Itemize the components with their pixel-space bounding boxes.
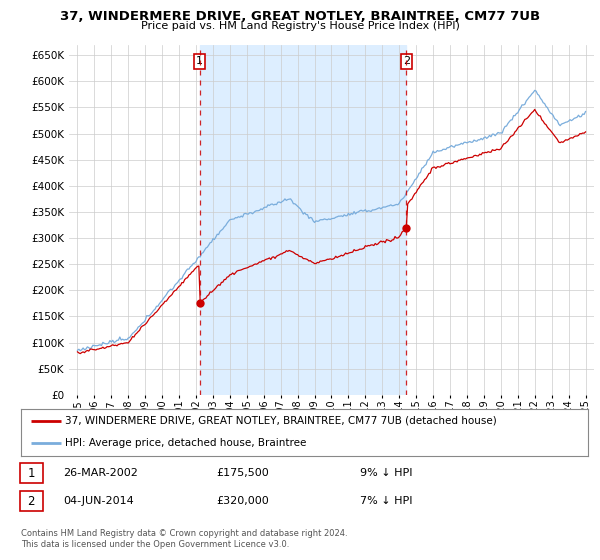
Text: 37, WINDERMERE DRIVE, GREAT NOTLEY, BRAINTREE, CM77 7UB (detached house): 37, WINDERMERE DRIVE, GREAT NOTLEY, BRAI…	[65, 416, 497, 426]
Text: 9% ↓ HPI: 9% ↓ HPI	[360, 468, 413, 478]
Text: Price paid vs. HM Land Registry's House Price Index (HPI): Price paid vs. HM Land Registry's House …	[140, 21, 460, 31]
Bar	[200, 45, 406, 395]
Text: 1: 1	[196, 57, 203, 66]
Text: 2: 2	[28, 494, 35, 508]
Text: £320,000: £320,000	[216, 496, 269, 506]
Text: 2: 2	[403, 57, 410, 66]
Text: HPI: Average price, detached house, Braintree: HPI: Average price, detached house, Brai…	[65, 438, 307, 448]
Text: 1: 1	[28, 466, 35, 480]
Text: 7% ↓ HPI: 7% ↓ HPI	[360, 496, 413, 506]
Text: 26-MAR-2002: 26-MAR-2002	[63, 468, 138, 478]
Text: 04-JUN-2014: 04-JUN-2014	[63, 496, 134, 506]
Text: £175,500: £175,500	[216, 468, 269, 478]
Text: Contains HM Land Registry data © Crown copyright and database right 2024.
This d: Contains HM Land Registry data © Crown c…	[21, 529, 347, 549]
Text: 37, WINDERMERE DRIVE, GREAT NOTLEY, BRAINTREE, CM77 7UB: 37, WINDERMERE DRIVE, GREAT NOTLEY, BRAI…	[60, 10, 540, 23]
